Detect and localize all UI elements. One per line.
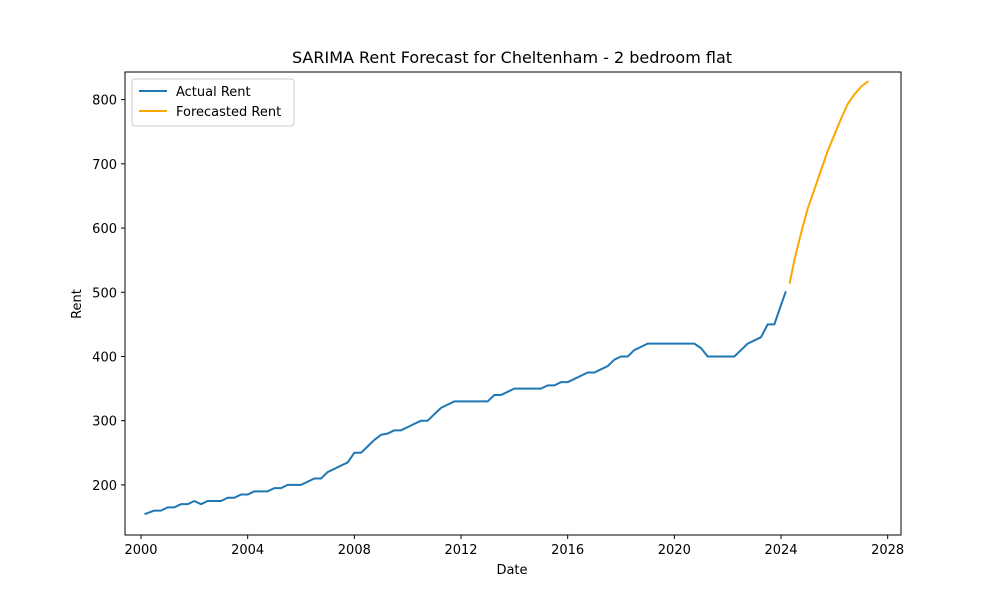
x-tick-label: 2012 (444, 543, 477, 558)
y-tick-label: 400 (92, 350, 117, 365)
legend-box (131, 78, 295, 127)
y-tick-label: 500 (92, 286, 117, 301)
x-tick-label: 2000 (124, 543, 157, 558)
chart-title: SARIMA Rent Forecast for Cheltenham - 2 … (292, 48, 732, 67)
legend-label-actual: Actual Rent (176, 85, 251, 100)
series-line-actual (144, 290, 787, 516)
series-line-forecast (788, 80, 870, 284)
x-axis: 2000 2004 2008 2012 2016 2020 2024 2028 (124, 535, 904, 558)
x-tick-label: 2020 (658, 543, 691, 558)
legend-label-forecast: Forecasted Rent (176, 105, 281, 120)
plot-lines (144, 80, 870, 516)
y-tick-label: 200 (92, 479, 117, 494)
x-tick-label: 2004 (231, 543, 264, 558)
y-tick-label: 600 (92, 222, 117, 237)
x-tick-label: 2008 (338, 543, 371, 558)
y-axis: 200 300 400 500 600 700 800 (92, 94, 125, 494)
y-axis-title: Rent (70, 289, 85, 319)
plot-frame (124, 71, 902, 536)
x-axis-title: Date (496, 563, 527, 578)
x-tick-label: 2016 (551, 543, 584, 558)
legend: Actual Rent Forecasted Rent (131, 78, 295, 127)
y-tick-label: 700 (92, 158, 117, 173)
x-tick-label: 2028 (871, 543, 904, 558)
y-tick-label: 300 (92, 415, 117, 430)
x-tick-label: 2024 (764, 543, 797, 558)
y-tick-label: 800 (92, 94, 117, 109)
